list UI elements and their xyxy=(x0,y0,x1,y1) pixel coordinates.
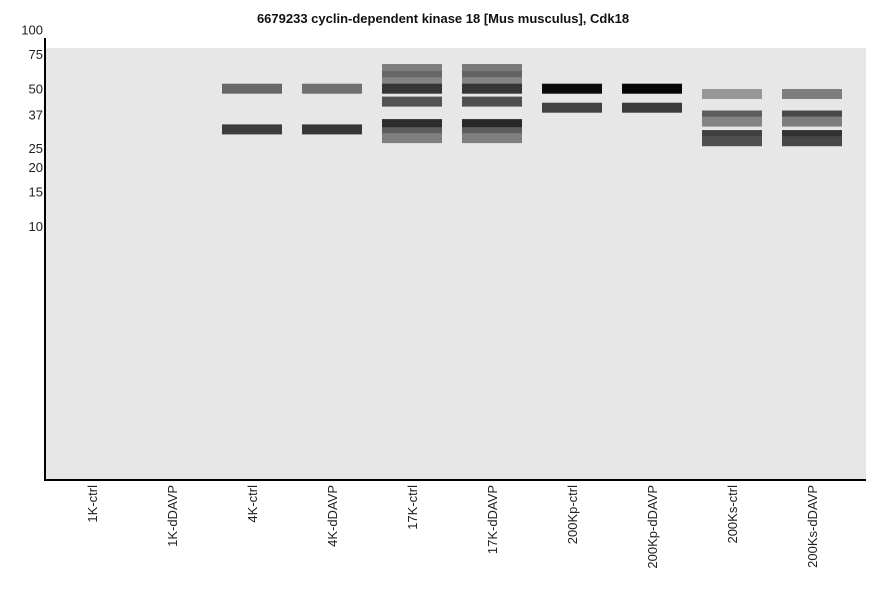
gel-band xyxy=(382,96,442,107)
bands-layer xyxy=(222,64,842,147)
gel-band xyxy=(462,133,522,144)
gel-band xyxy=(702,89,762,99)
gel-band xyxy=(382,83,442,94)
lane-labels: 1K-ctrl 1K-dDAVP 4K-ctrl 4K-dDAVP 17K-ctrl 17… xyxy=(85,485,820,569)
gel-band xyxy=(462,127,522,138)
gel-band xyxy=(782,89,842,99)
gel-band xyxy=(462,71,522,82)
gel-band xyxy=(462,96,522,107)
gel-band xyxy=(702,110,762,121)
lane-label: 200Ks-ctrl xyxy=(725,485,740,544)
gel-band xyxy=(462,83,522,94)
gel-band xyxy=(222,83,282,94)
gel-band xyxy=(782,110,842,121)
gel-band xyxy=(702,116,762,127)
y-tick-label: 10 xyxy=(29,219,43,234)
lane-label: 200Kp-ctrl xyxy=(565,485,580,544)
lane-label: 4K-ctrl xyxy=(245,485,260,523)
gel-band xyxy=(622,102,682,113)
lane-label: 17K-ctrl xyxy=(405,485,420,530)
gel-band xyxy=(462,119,522,130)
lane-label: 1K-ctrl xyxy=(85,485,100,523)
chart-title: 6679233 cyclin-dependent kinase 18 [Mus … xyxy=(256,11,630,26)
gel-band xyxy=(702,136,762,147)
y-tick-label: 50 xyxy=(29,82,43,97)
gel-band xyxy=(382,127,442,138)
gel-band xyxy=(382,77,442,88)
gel-band xyxy=(702,130,762,141)
y-tick-label: 75 xyxy=(29,47,43,62)
gel-band xyxy=(462,64,522,74)
lane-label: 200Kp-dDAVP xyxy=(645,485,660,569)
gel-band xyxy=(782,130,842,141)
gel-band xyxy=(542,83,602,94)
lane-label: 1K-dDAVP xyxy=(165,485,180,547)
y-tick-label: 25 xyxy=(29,141,43,156)
gel-band xyxy=(302,124,362,135)
gel-band xyxy=(622,83,682,94)
gel-band xyxy=(382,64,442,74)
lane-label: 17K-dDAVP xyxy=(485,485,500,554)
gel-band xyxy=(782,136,842,147)
y-tick-label: 150 xyxy=(21,0,43,3)
y-tick-label: 100 xyxy=(21,23,43,38)
gel-band xyxy=(302,83,362,94)
y-tick-labels: 25015010075503725201510 xyxy=(21,0,43,234)
gel-band xyxy=(222,124,282,135)
lane-label: 200Ks-dDAVP xyxy=(805,485,820,568)
lane-label: 4K-dDAVP xyxy=(325,485,340,547)
gel-band xyxy=(382,119,442,130)
y-tick-label: 15 xyxy=(29,184,43,199)
y-tick-label: 37 xyxy=(29,107,43,122)
gel-band xyxy=(382,71,442,82)
gel-band xyxy=(382,133,442,144)
gel-band xyxy=(542,102,602,113)
y-tick-label: 20 xyxy=(29,160,43,175)
gel-band xyxy=(462,77,522,88)
gel-band xyxy=(782,116,842,127)
